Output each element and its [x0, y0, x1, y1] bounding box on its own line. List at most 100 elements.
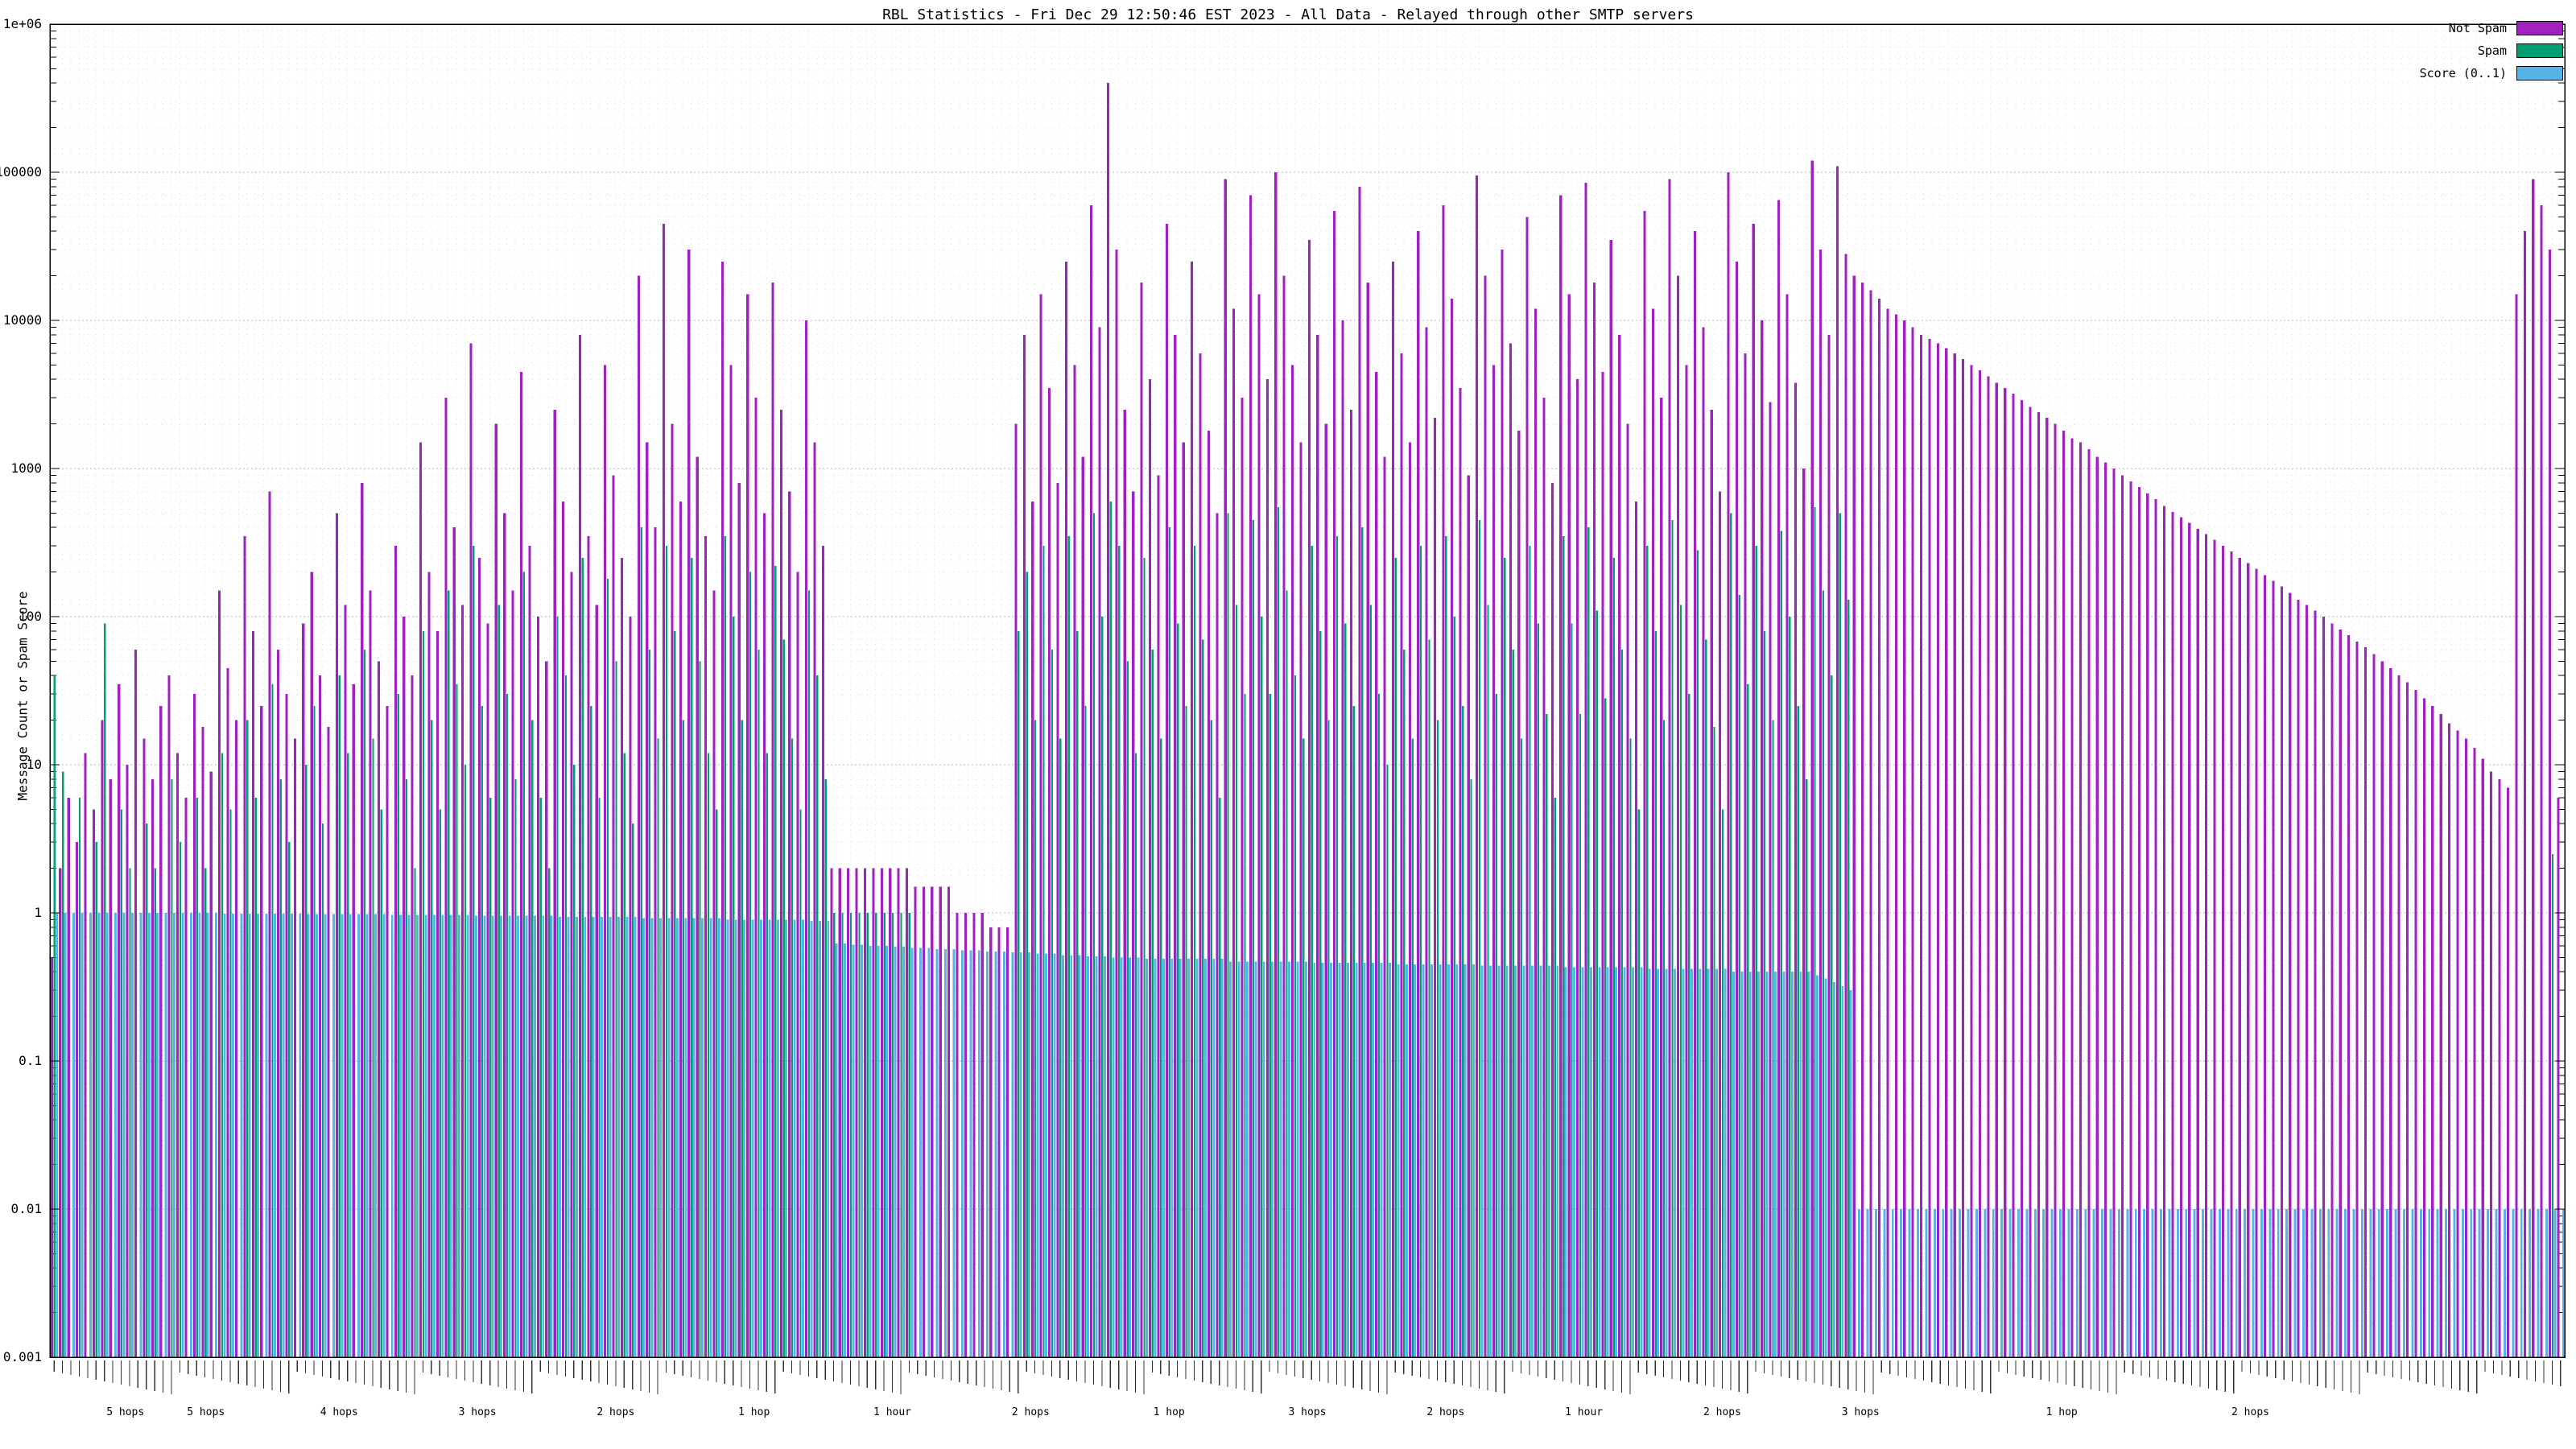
- score-bar: [2436, 1209, 2439, 1357]
- score-bar: [810, 921, 813, 1357]
- spam-bar: [497, 605, 500, 1357]
- spam-bar: [1369, 605, 1372, 1357]
- score-bar: [1112, 957, 1115, 1357]
- spam-bar: [1780, 530, 1783, 1357]
- score-bar: [2562, 1209, 2565, 1357]
- score-bar: [265, 913, 268, 1357]
- score-bar: [215, 913, 218, 1357]
- score-bar: [751, 919, 754, 1357]
- x-axis-annotation: 2 hops: [2231, 1406, 2269, 1418]
- x-axis-annotation: 3 hops: [459, 1406, 497, 1418]
- not-spam-bar: [1894, 314, 1897, 1357]
- not-spam-bar: [1626, 423, 1629, 1357]
- score-bar: [818, 921, 821, 1357]
- not-spam-bar: [704, 535, 708, 1357]
- y-axis-label: Message Count or Spam Score: [14, 591, 31, 801]
- legend-label-not-spam: Not Spam: [2448, 21, 2507, 35]
- score-bar: [776, 919, 779, 1357]
- score-bar: [2143, 1209, 2146, 1357]
- not-spam-bar: [1307, 239, 1311, 1357]
- score-bar: [1883, 1209, 1886, 1357]
- not-spam-bar: [1970, 365, 1973, 1357]
- not-spam-bar: [1525, 217, 1529, 1357]
- not-spam-bar: [486, 623, 489, 1357]
- y-tick-label: 0.01: [10, 1201, 42, 1216]
- not-spam-bar: [595, 605, 598, 1357]
- not-spam-bar: [2549, 250, 2552, 1357]
- score-bar: [827, 921, 830, 1357]
- score-bar: [542, 915, 545, 1357]
- score-bar: [1212, 959, 1216, 1357]
- score-bar: [2101, 1209, 2104, 1357]
- score-bar: [2268, 1209, 2272, 1357]
- spam-bar: [1772, 720, 1774, 1357]
- score-bar: [2285, 1209, 2289, 1357]
- spam-bar: [422, 630, 425, 1357]
- y-tick-label: 10: [27, 757, 42, 772]
- score-bar: [709, 918, 712, 1357]
- score-bar: [1061, 955, 1064, 1357]
- not-spam-bar: [402, 617, 406, 1357]
- score-bar: [2335, 1209, 2339, 1357]
- not-spam-bar: [2322, 617, 2325, 1357]
- not-spam-bar: [1408, 442, 1411, 1358]
- not-spam-bar: [159, 705, 163, 1357]
- y-tick-label: 0.1: [19, 1053, 42, 1068]
- spam-bar: [556, 617, 559, 1357]
- not-spam-bar: [964, 913, 968, 1357]
- spam-bar: [1554, 797, 1556, 1357]
- score-bar: [634, 916, 637, 1357]
- score-bar: [2151, 1209, 2154, 1357]
- score-bar: [550, 915, 553, 1357]
- spam-bar: [1118, 546, 1121, 1357]
- score-bar: [2000, 1209, 2004, 1357]
- spam-bar: [1696, 550, 1699, 1357]
- score-bar: [2210, 1209, 2213, 1357]
- score-bar: [1463, 964, 1467, 1357]
- spam-bar: [1839, 513, 1841, 1357]
- not-spam-bar: [2196, 529, 2199, 1357]
- spam-bar: [849, 913, 852, 1357]
- score-bar: [1900, 1209, 1903, 1357]
- score-bar: [2487, 1209, 2490, 1357]
- score-bar: [2419, 1209, 2422, 1357]
- score-bar: [1103, 956, 1106, 1357]
- spam-bar: [204, 868, 207, 1357]
- spam-bar: [581, 557, 584, 1357]
- score-bar: [2428, 1209, 2431, 1357]
- score-bar: [324, 914, 327, 1357]
- spam-bar: [1235, 605, 1238, 1357]
- spam-bar: [1512, 649, 1514, 1357]
- score-bar: [147, 913, 151, 1357]
- score-bar: [1304, 961, 1307, 1357]
- spam-bar: [1227, 513, 1229, 1357]
- score-bar: [1631, 967, 1634, 1357]
- score-bar: [785, 919, 788, 1357]
- score-bar: [1707, 968, 1710, 1357]
- score-bar: [1816, 975, 1819, 1357]
- spam-bar: [1747, 683, 1749, 1357]
- score-bar: [341, 914, 344, 1357]
- not-spam-bar: [1618, 334, 1621, 1358]
- score-bar: [1682, 968, 1685, 1357]
- spam-bar: [1084, 705, 1087, 1357]
- not-spam-bar: [1476, 175, 1479, 1357]
- score-bar: [517, 915, 519, 1357]
- score-bar: [1439, 964, 1442, 1357]
- spam-bar: [1847, 600, 1850, 1357]
- not-spam-bar: [1744, 353, 1747, 1357]
- spam-bar: [61, 771, 64, 1357]
- spam-bar: [547, 868, 551, 1357]
- legend-label-score: Score (0..1): [2419, 66, 2507, 80]
- score-bar: [1321, 963, 1324, 1357]
- not-spam-bar: [1761, 320, 1764, 1357]
- score-bar: [2050, 1209, 2054, 1357]
- spam-bar: [1335, 535, 1339, 1357]
- not-spam-bar: [1341, 320, 1344, 1357]
- score-bar: [1296, 961, 1299, 1357]
- not-spam-bar: [2046, 417, 2049, 1358]
- not-spam-bar: [679, 501, 682, 1357]
- score-bar: [2369, 1209, 2372, 1357]
- not-spam-bar: [469, 343, 473, 1357]
- not-spam-bar: [754, 398, 758, 1357]
